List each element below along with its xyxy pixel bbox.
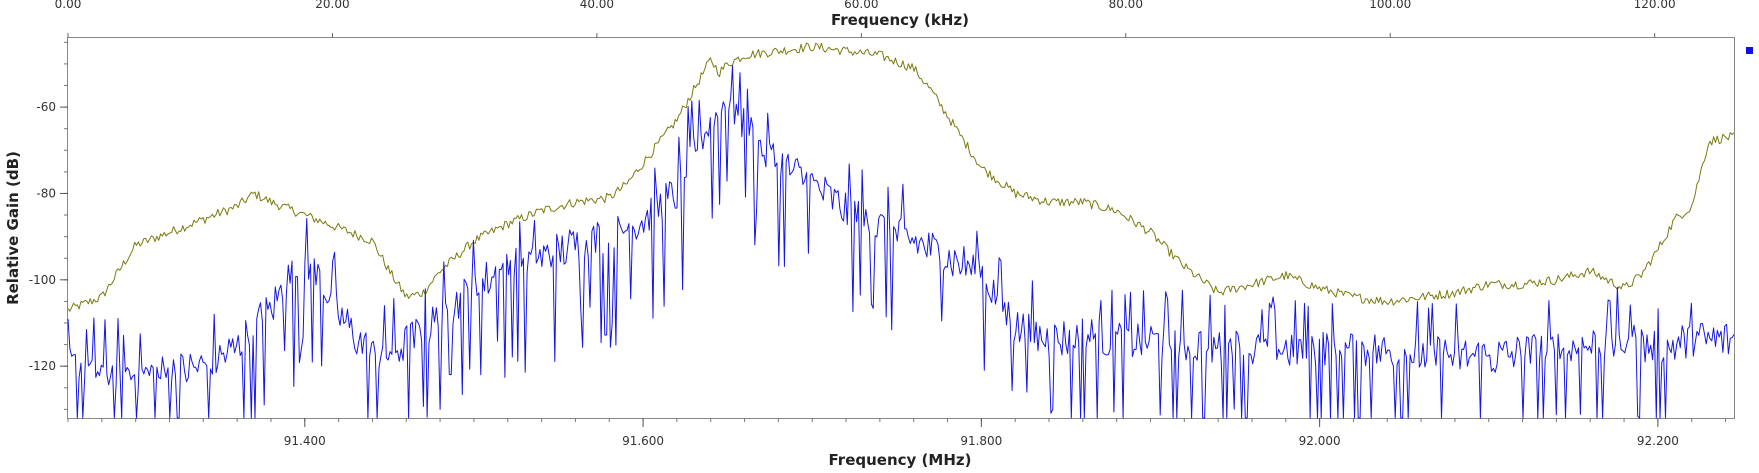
bottom-tick-label: 92.200 (1637, 434, 1679, 448)
top-tick-label: 80.00 (1109, 0, 1143, 11)
top-axis-title: Frequency (kHz) (831, 11, 969, 29)
y-tick-label: -120 (29, 359, 56, 373)
bottom-axis-ticks: 91.400 91.600 91.800 92.000 92.200 (67, 418, 1727, 448)
y-axis-title: Relative Gain (dB) (4, 151, 22, 305)
y-axis-ticks: -60 -80 -100 -120 (29, 41, 68, 410)
max-hold-line (67, 42, 1735, 312)
y-tick-label: -100 (29, 273, 56, 287)
top-axis-ticks: 0.00 20.00 40.00 60.00 80.00 100.00 120.00 (55, 0, 1676, 38)
top-tick-label: 60.00 (844, 0, 878, 11)
top-tick-label: 120.00 (1634, 0, 1676, 11)
bottom-tick-label: 92.000 (1299, 434, 1341, 448)
live-spectrum-line (67, 65, 1735, 419)
y-tick-label: -60 (36, 100, 56, 114)
plot-frame (67, 37, 1735, 419)
top-tick-label: 0.00 (55, 0, 82, 11)
bottom-tick-label: 91.800 (960, 434, 1002, 448)
bottom-tick-label: 91.600 (622, 434, 664, 448)
y-tick-label: -80 (36, 186, 56, 200)
top-tick-label: 40.00 (580, 0, 614, 11)
series-layer (67, 42, 1735, 419)
bottom-tick-label: 91.400 (284, 434, 326, 448)
top-tick-label: 20.00 (315, 0, 349, 11)
bottom-axis-title: Frequency (MHz) (829, 451, 972, 469)
legend-marker[interactable] (1746, 47, 1753, 54)
top-tick-label: 100.00 (1369, 0, 1411, 11)
